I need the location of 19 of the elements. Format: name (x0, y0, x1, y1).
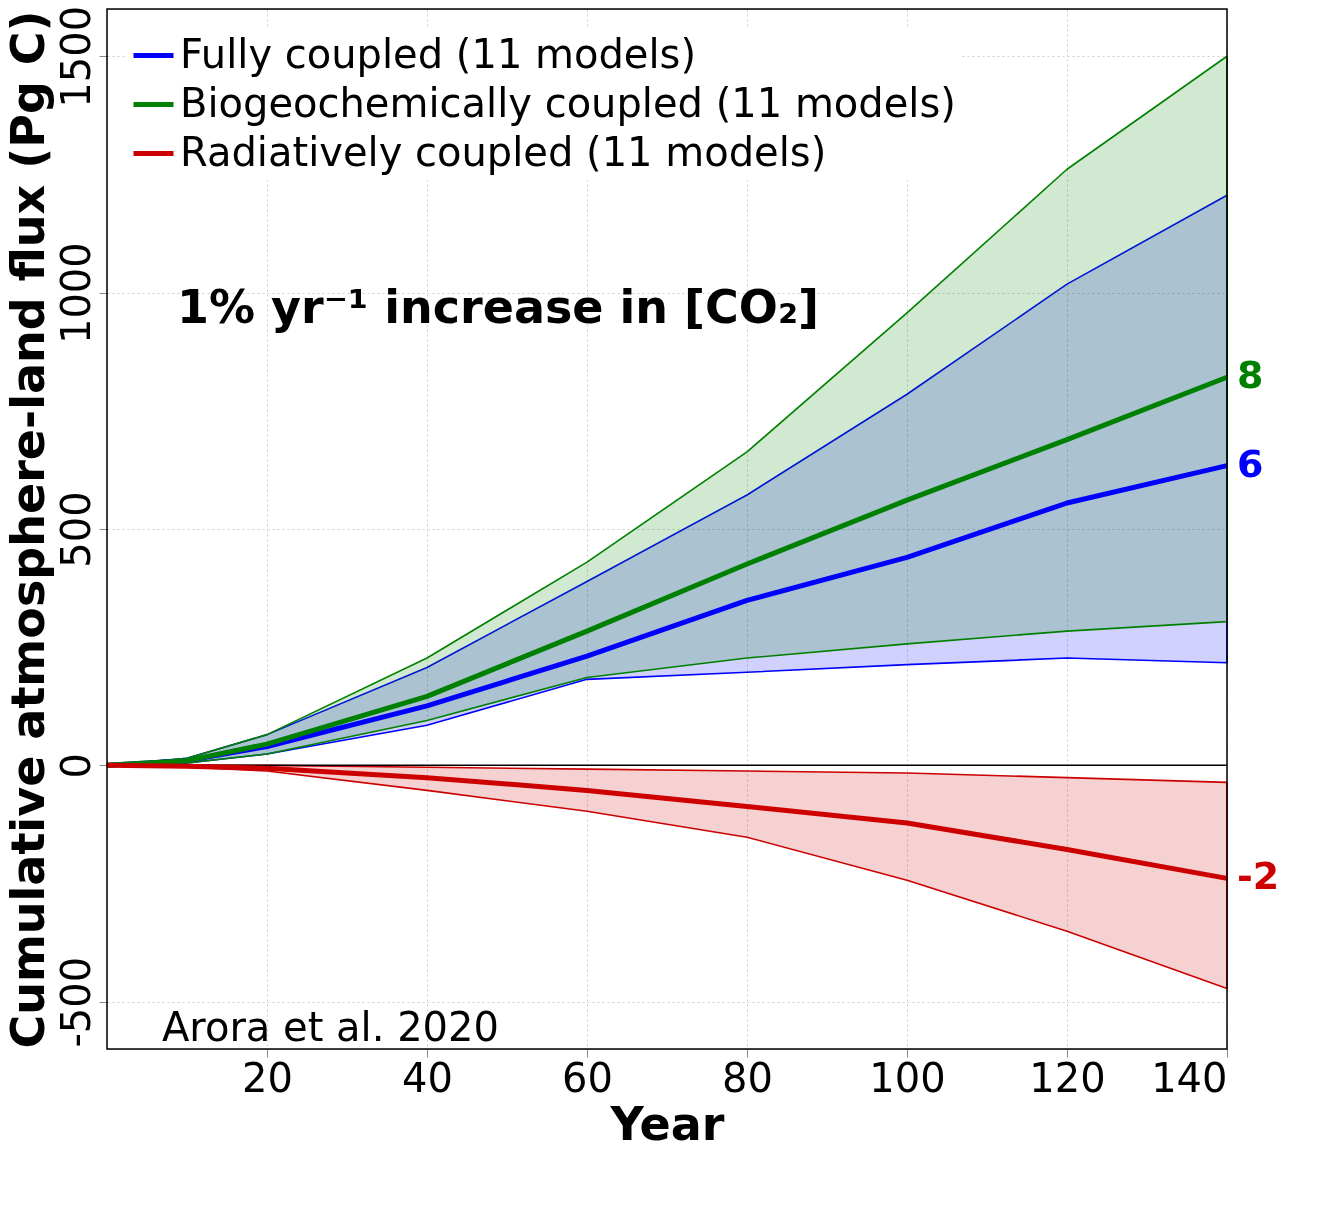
y-tick-label: 500 (52, 491, 99, 568)
y-tick-label: -500 (52, 956, 99, 1048)
x-tick-label: 40 (402, 1054, 453, 1101)
legend-label: Radiatively coupled (11 models) (180, 128, 827, 175)
y-axis-title: Cumulative atmosphere-land flux (Pg C) (0, 10, 55, 1049)
text: 8 (1237, 353, 1264, 398)
x-tick-label: 120 (1029, 1054, 1106, 1101)
annotation: 1% yr⁻¹ increase in [CO₂] (177, 280, 820, 334)
annotation: Arora et al. 2020 (162, 1004, 499, 1050)
legend-label: Biogeochemically coupled (11 models) (180, 79, 956, 126)
x-tick-label: 140 (1151, 1054, 1228, 1101)
y-tick-label: 0 (52, 753, 99, 779)
x-tick-label: 100 (869, 1054, 946, 1101)
text: -2 (1237, 854, 1280, 899)
x-tick-label: 20 (242, 1054, 293, 1101)
x-tick-label: 80 (722, 1054, 773, 1101)
legend-label: Fully coupled (11 models) (180, 30, 697, 77)
y-tick-label: 1000 (52, 242, 99, 345)
text: 6 (1237, 441, 1264, 486)
